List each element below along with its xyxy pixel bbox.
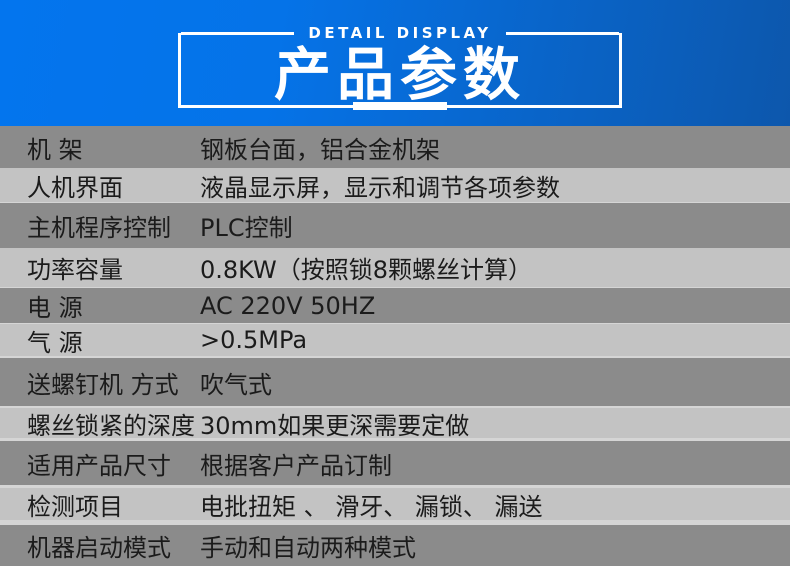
row-label: 主机程序控制 (27, 214, 171, 242)
row-value: 吹气式 (200, 370, 272, 399)
kicker-label: DETAIL DISPLAY (308, 24, 492, 42)
kicker-line-right (505, 31, 620, 35)
row-label: 机 架 (27, 135, 83, 164)
table-row: 气 源 >0.5MPa (0, 324, 790, 357)
row-label: 功率容量 (27, 256, 123, 284)
kicker-line-left (181, 31, 295, 35)
row-label: 机器启动模式 (27, 534, 171, 562)
spec-table: 机 架 钢板台面，铝合金机架 人机界面 液晶显示屏，显示和调节各项参数 主机程序… (0, 126, 790, 566)
row-value: >0.5MPa (200, 326, 308, 354)
row-value: 30mm如果更深需要定做 (200, 411, 470, 440)
box-top-border: DETAIL DISPLAY (181, 24, 620, 42)
row-label: 螺丝锁紧的深度 (27, 411, 195, 440)
row-label: 电 源 (27, 294, 83, 322)
title-underline-bar (353, 102, 447, 110)
table-row: 检测项目 电批扭矩 、 滑牙、 漏锁、 漏送 (0, 488, 790, 521)
row-label: 适用产品尺寸 (27, 451, 171, 480)
row-value: 手动和自动两种模式 (200, 534, 416, 562)
table-row: 电 源 AC 220V 50HZ (0, 288, 790, 323)
title-outline-box: DETAIL DISPLAY 产品参数 (178, 24, 622, 110)
header-banner: DETAIL DISPLAY 产品参数 (0, 0, 790, 126)
row-value: PLC控制 (200, 214, 293, 242)
table-row: 送螺钉机 方式 吹气式 (0, 358, 790, 406)
table-row: 主机程序控制 PLC控制 (0, 203, 790, 248)
row-label: 人机界面 (27, 173, 123, 202)
row-label: 检测项目 (27, 492, 123, 521)
table-row: 适用产品尺寸 根据客户产品订制 (0, 441, 790, 485)
row-value: 钢板台面，铝合金机架 (200, 135, 440, 164)
table-row: 机 架 钢板台面，铝合金机架 (0, 126, 790, 168)
row-value: 根据客户产品订制 (200, 451, 392, 480)
row-value: 液晶显示屏，显示和调节各项参数 (200, 173, 560, 202)
row-label: 气 源 (27, 328, 83, 357)
page-title: 产品参数 (274, 42, 526, 108)
row-value: 0.8KW（按照锁8颗螺丝计算） (200, 256, 533, 284)
row-value: AC 220V 50HZ (200, 291, 376, 320)
table-row: 螺丝锁紧的深度 30mm如果更深需要定做 (0, 408, 790, 440)
table-row: 机器启动模式 手动和自动两种模式 (0, 525, 790, 566)
row-label: 送螺钉机 方式 (27, 370, 179, 399)
table-row: 功率容量 0.8KW（按照锁8颗螺丝计算） (0, 248, 790, 287)
table-row: 人机界面 液晶显示屏，显示和调节各项参数 (0, 168, 790, 202)
row-value: 电批扭矩 、 滑牙、 漏锁、 漏送 (200, 492, 543, 521)
